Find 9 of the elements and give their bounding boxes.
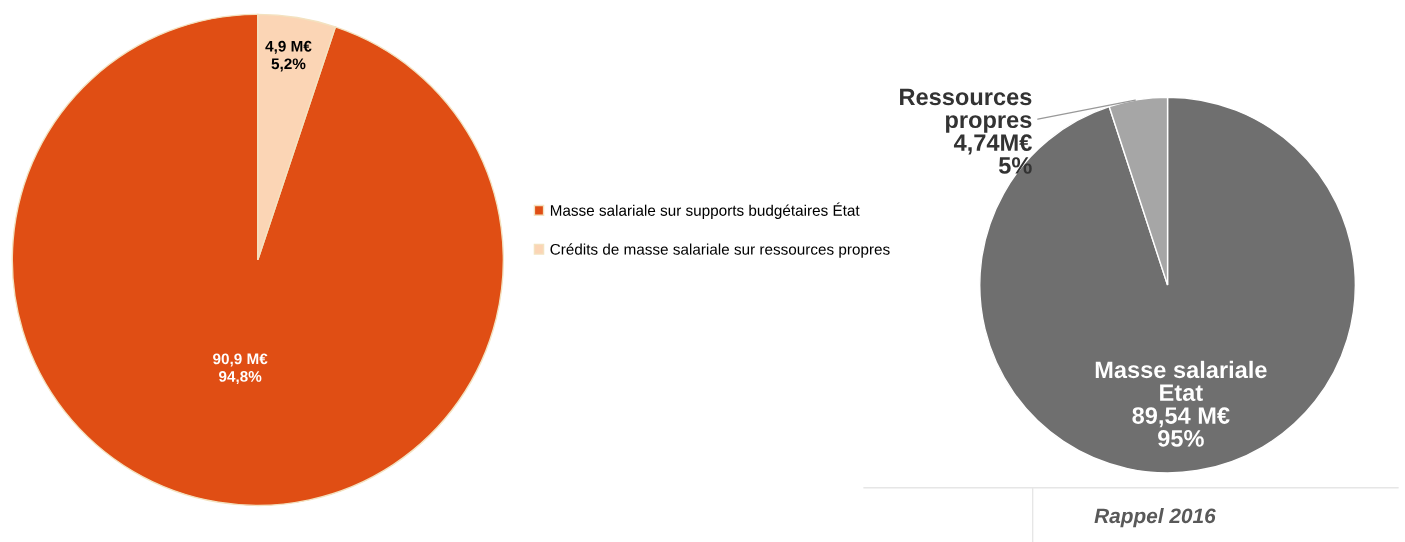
legend-label: Masse salariale sur supports budgétaires État (550, 202, 860, 219)
data-label: 4,9 M€ 5,2% (265, 40, 312, 72)
data-label: 90,9 M€ 94,8% (213, 353, 268, 385)
legend-label: Crédits de masse salariale sur ressources propres (550, 243, 890, 258)
pie-slice (11, 13, 505, 507)
slice-label: Masse salariale Etat (1095, 360, 1267, 402)
data-label: 89,54 M€ 95% (1132, 407, 1230, 447)
slice-label: Ressources propres (900, 88, 1032, 133)
text: Rappel 2016 (1094, 507, 1216, 528)
